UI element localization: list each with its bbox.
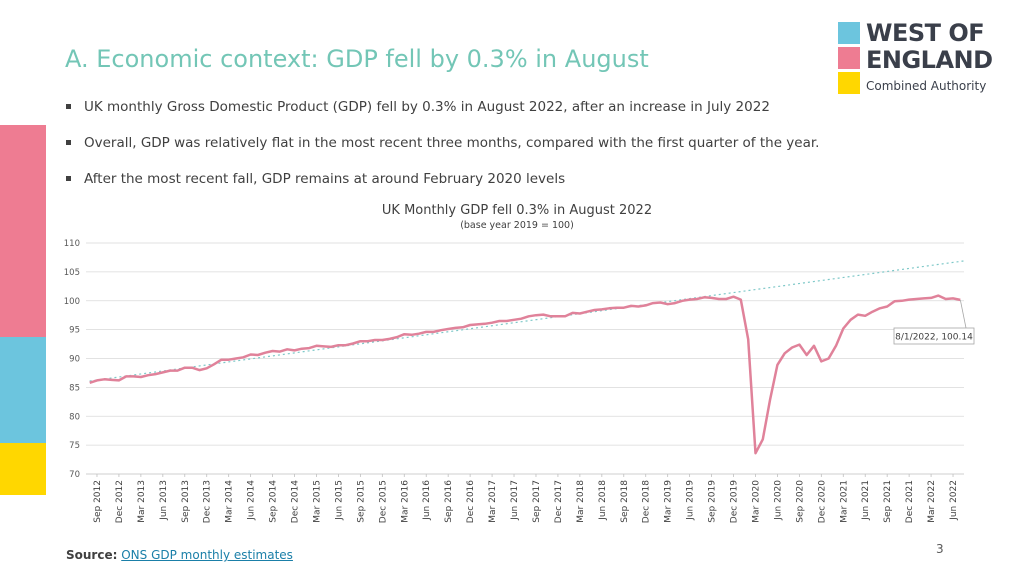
y-tick-label: 90: [69, 355, 80, 365]
x-tick-label: Jun 2014: [247, 480, 257, 521]
annotation-label: 8/1/2022, 100.14: [895, 333, 973, 343]
x-tick-label: Mar 2014: [225, 480, 235, 523]
source-label: Source:: [66, 548, 118, 562]
annotation-box: [893, 327, 975, 345]
bullet-item: After the most recent fall, GDP remains …: [66, 168, 966, 204]
logo-yellow-square: [838, 72, 860, 94]
source-note: Source: ONS GDP monthly estimates: [66, 548, 293, 562]
x-tick-label: Jun 2017: [510, 480, 520, 521]
x-tick-label: Dec 2020: [817, 480, 827, 523]
page-number: 3: [936, 542, 944, 556]
x-tick-label: Sep 2013: [181, 480, 191, 523]
x-tick-label: Mar 2015: [312, 480, 322, 523]
y-tick-label: 85: [69, 383, 80, 393]
bullet-item: UK monthly Gross Domestic Product (GDP) …: [66, 96, 966, 132]
logo-line-2: ENGLAND: [866, 46, 993, 74]
bullet-text: Overall, GDP was relatively flat in the …: [84, 135, 820, 151]
x-tick-label: Dec 2015: [378, 480, 388, 523]
x-tick-label: Dec 2018: [642, 480, 652, 523]
y-tick-label: 75: [69, 441, 80, 451]
sidebar-blue-block: [0, 337, 46, 443]
annotation-leader-line: [959, 299, 967, 329]
x-tick-label: Sep 2018: [620, 480, 630, 523]
x-tick-label: Mar 2020: [751, 480, 761, 523]
logo-pink-square: [838, 47, 860, 69]
logo-line-1: WEST OF: [866, 19, 985, 47]
page-title: A. Economic context: GDP fell by 0.3% in…: [65, 45, 649, 73]
x-tick-label: Mar 2022: [927, 480, 937, 523]
x-tick-label: Sep 2015: [356, 480, 366, 523]
x-tick-label: Jun 2019: [686, 480, 696, 521]
y-tick-label: 70: [69, 470, 80, 480]
x-tick-label: Jun 2021: [861, 480, 871, 521]
x-tick-label: Sep 2021: [883, 480, 893, 523]
x-tick-label: Sep 2012: [93, 480, 103, 523]
x-tick-label: Mar 2021: [839, 480, 849, 523]
y-axis-ticks: 70 75 80 85 90 95 100 105 110: [64, 239, 80, 480]
y-tick-label: 105: [64, 268, 80, 278]
y-tick-label: 80: [69, 412, 80, 422]
y-tick-label: 100: [64, 297, 80, 307]
bullet-marker-icon: [66, 176, 71, 181]
x-tick-label: Mar 2016: [400, 480, 410, 523]
source-link[interactable]: ONS GDP monthly estimates: [121, 548, 293, 562]
logo-line-3: Combined Authority: [866, 79, 987, 93]
x-tick-label: Sep 2016: [444, 480, 454, 523]
x-tick-label: Jun 2016: [422, 480, 432, 521]
logo-blue-square: [838, 22, 860, 44]
bullet-marker-icon: [66, 104, 71, 109]
x-tick-label: Dec 2012: [115, 480, 125, 523]
x-tick-label: Mar 2018: [576, 480, 586, 523]
x-tick-label: Jun 2020: [773, 480, 783, 521]
x-tick-label: Mar 2019: [664, 480, 674, 523]
bullet-text: UK monthly Gross Domestic Product (GDP) …: [84, 99, 770, 115]
x-tick-label: Sep 2014: [269, 480, 279, 523]
series-line-gdp: [89, 294, 961, 455]
bullet-list: UK monthly Gross Domestic Product (GDP) …: [66, 96, 966, 204]
trend-line: [89, 260, 965, 382]
x-tick-label: Mar 2013: [137, 480, 147, 523]
gdp-line-chart: UK Monthly GDP fell 0.3% in August 2022 …: [64, 203, 975, 523]
west-of-england-logo: WEST OF ENGLAND Combined Authority: [838, 19, 1008, 98]
bullet-marker-icon: [66, 140, 71, 145]
chart-title: UK Monthly GDP fell 0.3% in August 2022: [382, 203, 652, 218]
x-tick-label: Dec 2017: [554, 480, 564, 523]
data-annotation: 8/1/2022, 100.14: [893, 299, 975, 345]
bullet-item: Overall, GDP was relatively flat in the …: [66, 132, 966, 168]
chart-gridlines: [86, 242, 964, 475]
y-tick-label: 95: [69, 326, 80, 336]
x-axis-ticks: Sep 2012 Dec 2012 Mar 2013 Jun 2013 Sep 2013…: [93, 474, 959, 523]
x-tick-label: Sep 2020: [795, 480, 805, 523]
x-tick-label: Dec 2014: [291, 480, 301, 523]
x-tick-label: Jun 2018: [598, 480, 608, 521]
y-tick-label: 110: [64, 239, 80, 249]
x-tick-label: Jun 2013: [159, 480, 169, 521]
sidebar-yellow-block: [0, 443, 46, 495]
x-tick-label: Dec 2016: [466, 480, 476, 523]
x-tick-label: Sep 2019: [708, 480, 718, 523]
x-tick-label: Dec 2019: [730, 480, 740, 523]
x-tick-label: Mar 2017: [488, 480, 498, 523]
x-tick-label: Jun 2015: [334, 480, 344, 521]
bullet-text: After the most recent fall, GDP remains …: [84, 171, 566, 187]
x-tick-label: Jun 2022: [949, 480, 959, 521]
x-tick-label: Dec 2013: [203, 480, 213, 523]
sidebar-pink-block: [0, 125, 46, 337]
x-tick-label: Dec 2021: [905, 480, 915, 523]
chart-subtitle: (base year 2019 = 100): [460, 220, 574, 231]
x-tick-label: Sep 2017: [532, 480, 542, 523]
